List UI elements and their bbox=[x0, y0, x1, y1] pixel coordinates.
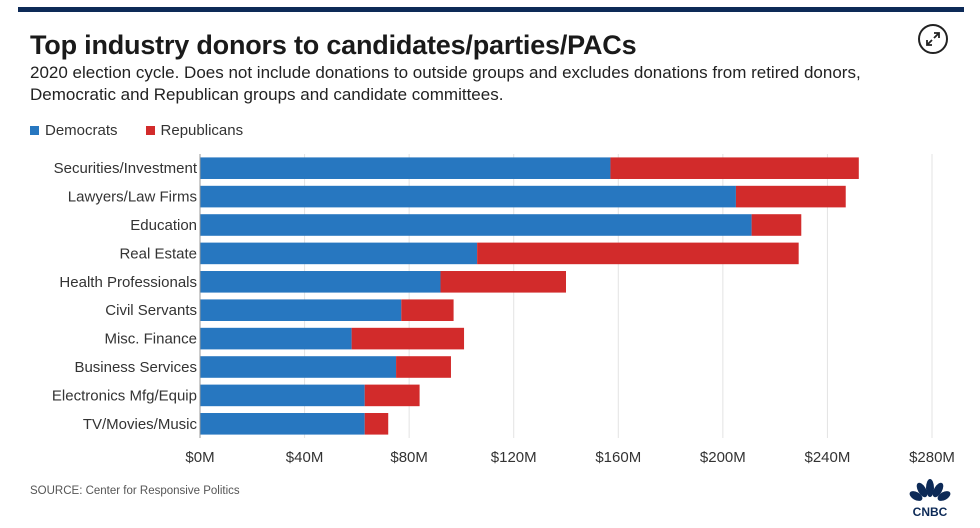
legend-label-republicans: Republicans bbox=[160, 122, 244, 139]
bar-democrats bbox=[200, 242, 478, 265]
bar-democrats bbox=[200, 185, 736, 208]
logo-wordmark: CNBC bbox=[913, 505, 948, 519]
bar-democrats bbox=[200, 299, 402, 321]
category-label: Securities/Investment bbox=[54, 160, 198, 177]
category-label: Real Estate bbox=[119, 245, 197, 262]
top-rule bbox=[18, 7, 964, 12]
bar-republicans bbox=[610, 157, 859, 179]
bar-democrats bbox=[200, 384, 365, 407]
cnbc-peacock-logo: CNBC bbox=[909, 479, 951, 519]
bar-republicans bbox=[440, 271, 566, 293]
legend-label-democrats: Democrats bbox=[45, 122, 118, 139]
bar-republicans bbox=[477, 242, 799, 265]
bar-republicans bbox=[735, 185, 846, 208]
bar-democrats bbox=[200, 413, 365, 435]
chart-legend: Democrats Republicans bbox=[30, 122, 243, 139]
chart-title: Top industry donors to candidates/partie… bbox=[30, 30, 637, 60]
category-label: Business Services bbox=[74, 359, 197, 376]
x-tick-label: $280M bbox=[909, 449, 955, 466]
x-tick-label: $160M bbox=[595, 449, 641, 466]
bar-democrats bbox=[200, 327, 352, 350]
category-label: Misc. Finance bbox=[104, 331, 197, 348]
bar-republicans bbox=[364, 413, 389, 435]
category-label: Education bbox=[130, 217, 197, 234]
x-tick-label: $40M bbox=[286, 449, 324, 466]
bar-republicans bbox=[401, 299, 454, 321]
expand-icon bbox=[926, 32, 940, 46]
chart-subtitle: 2020 election cycle. Does not include do… bbox=[30, 63, 861, 104]
x-tick-label: $240M bbox=[804, 449, 850, 466]
x-tick-label: $200M bbox=[700, 449, 746, 466]
bar-republicans bbox=[351, 327, 465, 350]
category-label: Civil Servants bbox=[105, 302, 197, 319]
legend-item-republicans: Republicans bbox=[145, 122, 244, 139]
legend-swatch-republicans bbox=[145, 126, 155, 135]
x-tick-label: $0M bbox=[185, 449, 214, 466]
category-label: Lawyers/Law Firms bbox=[68, 189, 197, 206]
category-label: TV/Movies/Music bbox=[83, 416, 198, 433]
x-tick-label: $80M bbox=[390, 449, 428, 466]
legend-item-democrats: Democrats bbox=[30, 122, 118, 139]
x-tick-label: $120M bbox=[491, 449, 537, 466]
bar-democrats bbox=[200, 356, 397, 378]
bar-democrats bbox=[200, 157, 611, 179]
bar-republicans bbox=[364, 384, 420, 407]
category-label: Health Professionals bbox=[59, 274, 197, 291]
bar-democrats bbox=[200, 214, 752, 236]
category-label: Electronics Mfg/Equip bbox=[52, 387, 197, 404]
legend-swatch-democrats bbox=[30, 126, 39, 135]
bar-republicans bbox=[396, 356, 451, 378]
expand-button[interactable] bbox=[918, 24, 948, 54]
bar-republicans bbox=[751, 214, 802, 236]
bar-democrats bbox=[200, 271, 441, 293]
source-note: SOURCE: Center for Responsive Politics bbox=[30, 485, 240, 497]
